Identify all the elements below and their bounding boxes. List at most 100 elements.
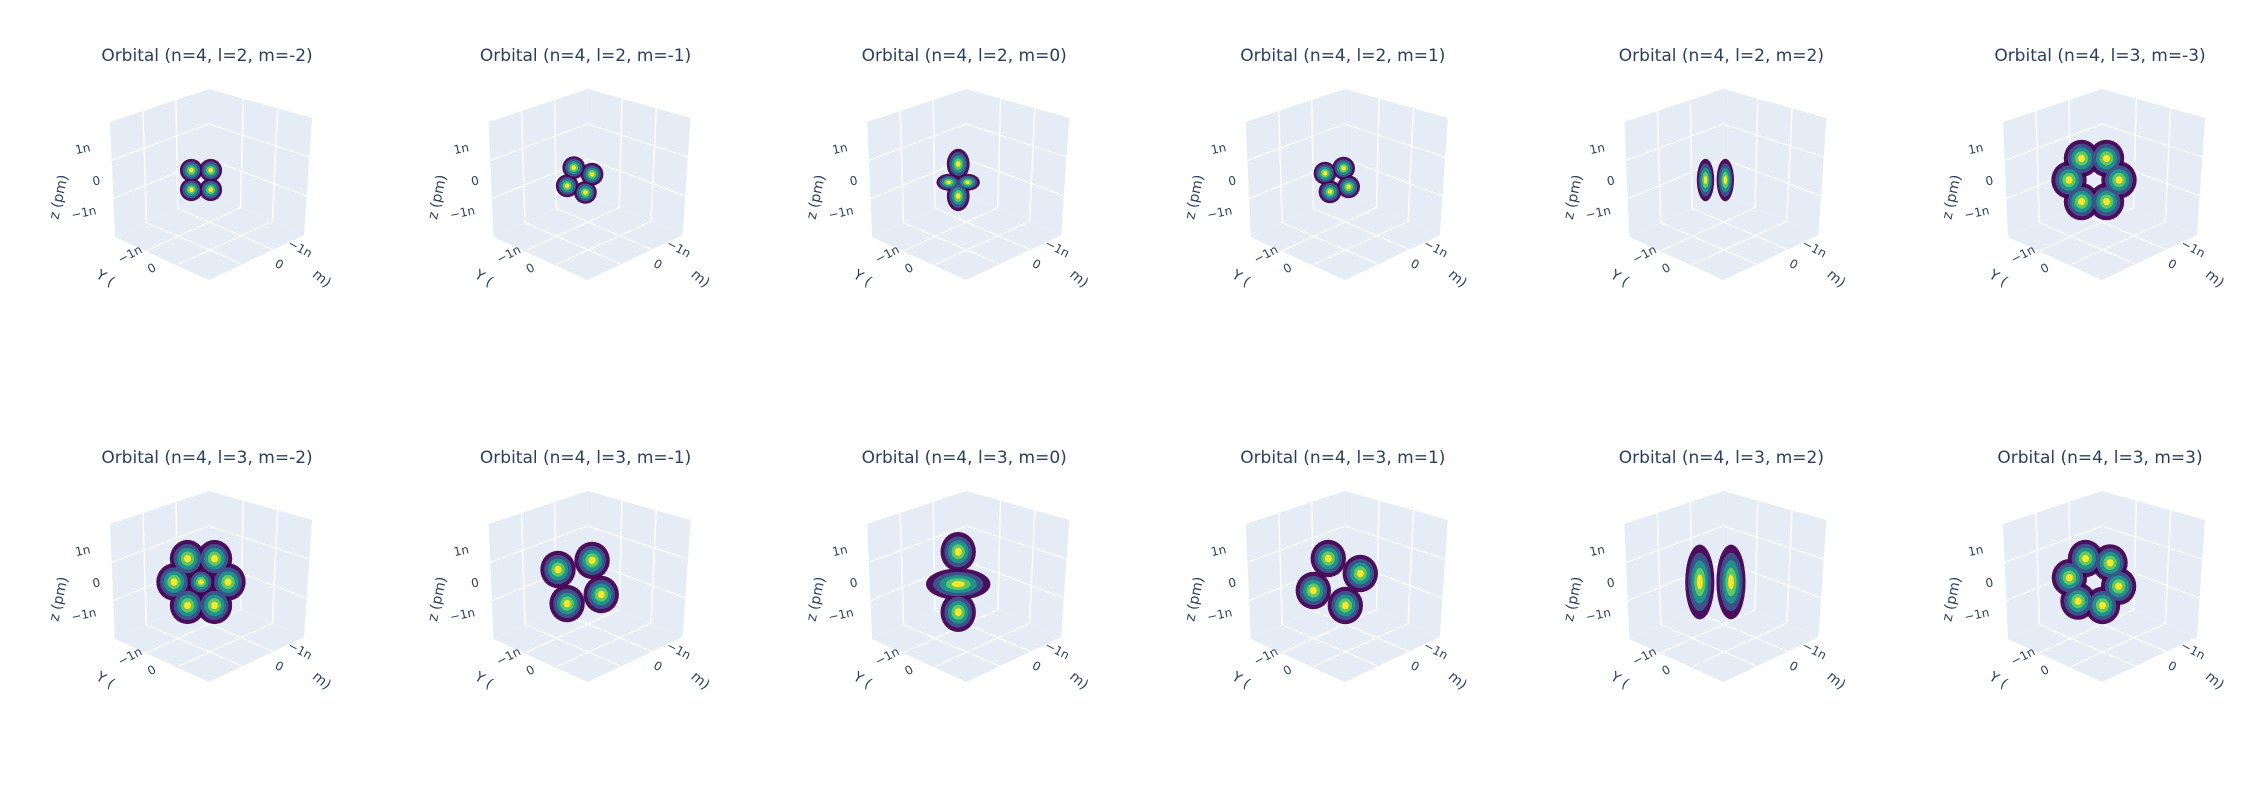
orbital-lobe [951, 581, 965, 588]
orbital-isosurface [1295, 539, 1378, 625]
z-tick-label: 0 [1984, 575, 1994, 590]
scene-wall-right [209, 491, 312, 637]
z-tick-label: 0 [1606, 575, 1616, 590]
grid-line [524, 222, 621, 265]
grid-line [2071, 220, 2166, 265]
grid-line [1028, 108, 1036, 222]
grid-line [1692, 622, 1788, 667]
orbital-lobe [208, 168, 213, 173]
orbital-lobe [2103, 154, 2110, 163]
z-tick-label: −1n [70, 203, 98, 222]
orbital-isosurface [1313, 156, 1360, 204]
grid-line [903, 624, 999, 667]
z-tick-label: −1n [1584, 203, 1612, 222]
orbital-lobe [2082, 554, 2089, 563]
grid-line [240, 98, 244, 208]
scene-floor [1629, 194, 1819, 280]
z-tick-label: −1n [70, 605, 98, 624]
orbital-lobe [2065, 176, 2073, 184]
grid-line [965, 158, 1065, 197]
subplot-title: Orbital (n=4, l=3, m=-2) [101, 448, 312, 468]
grid-line [178, 622, 273, 667]
orbital-lobe [571, 165, 577, 170]
orbital-lobe [954, 608, 962, 617]
grid-line [1311, 99, 1315, 209]
scene-floor [872, 194, 1062, 280]
grid-line [587, 158, 686, 197]
grid-line [1723, 158, 1822, 197]
scene-wall-left [867, 491, 967, 639]
grid-line [965, 525, 1067, 560]
subplot-title: Orbital (n=4, l=2, m=2) [1619, 46, 1824, 66]
subplot-title: Orbital (n=4, l=2, m=0) [862, 46, 1067, 66]
scene-floor [2008, 194, 2197, 280]
orbital-lobe [1309, 586, 1317, 595]
scene-wall-right [1344, 491, 1448, 637]
grid-line [2004, 525, 2103, 563]
orbital-lobe [554, 565, 562, 574]
orbital-lobe [189, 168, 194, 173]
subplot-grid: Orbital (n=4, l=2, m=-2)1n0−1n−1n0−1n0z … [47, 46, 2227, 693]
subplot-2: Orbital (n=4, l=2, m=-1)1n0−1n−1n0−1n0z … [425, 46, 712, 291]
grid-line [587, 525, 689, 560]
subplot-title: Orbital (n=4, l=3, m=-3) [1994, 46, 2205, 66]
grid-line [1313, 220, 1409, 265]
orbital-isosurface [2051, 139, 2137, 221]
grid-line [618, 500, 623, 610]
grid-line [587, 123, 689, 158]
orbital-lobe [965, 180, 971, 184]
orbital-lobe [2065, 574, 2073, 582]
grid-line [1691, 207, 1788, 250]
z-tick-label: −1n [1206, 203, 1234, 222]
grid-line [556, 207, 652, 250]
z-tick-label: 1n [1967, 542, 1985, 559]
z-tick-label: 0 [1227, 575, 1237, 590]
subplot-1: Orbital (n=4, l=2, m=-2)1n0−1n−1n0−1n0z … [47, 46, 334, 291]
grid-line [868, 123, 967, 161]
grid-line [208, 158, 307, 197]
orbital-lobe [588, 556, 596, 565]
z-tick-label: 1n [1210, 140, 1228, 157]
grid-line [175, 99, 179, 209]
z-tick-label: 1n [452, 542, 470, 559]
orbital-isosurface [1685, 544, 1746, 620]
orbital-lobe [1723, 175, 1727, 185]
grid-line [1375, 98, 1380, 208]
orbital-isosurface [926, 532, 991, 632]
grid-line [2101, 123, 2203, 158]
grid-line [935, 622, 1030, 667]
grid-line [1754, 98, 1759, 208]
z-tick-label: −1n [1206, 605, 1234, 624]
orbital-lobe [184, 554, 191, 563]
z-tick-label: 1n [74, 140, 92, 157]
grid-line [1691, 609, 1788, 652]
scene-wall-right [966, 89, 1070, 235]
z-tick-label: 0 [91, 575, 101, 590]
orbital-lobe [211, 601, 218, 610]
grid-line [650, 108, 657, 222]
grid-line [1313, 622, 1409, 667]
grid-line [208, 123, 310, 158]
grid-line [1344, 525, 1446, 560]
grid-line [2039, 609, 2134, 654]
z-tick-label: 1n [1588, 542, 1606, 559]
grid-line [490, 525, 588, 563]
grid-line [1344, 158, 1443, 197]
subplot-title: Orbital (n=4, l=3, m=3) [1997, 448, 2202, 468]
grid-line [903, 207, 999, 252]
z-tick-label: −1n [1963, 203, 1991, 222]
orbital-lobe [1703, 175, 1708, 185]
subplot-7: Orbital (n=4, l=3, m=-2)1n0−1n−1n0−1n0z … [47, 448, 334, 693]
grid-line [899, 512, 905, 625]
grid-line [177, 207, 273, 250]
scene-wall-right [1344, 89, 1448, 235]
orbital-lobe [1341, 165, 1346, 171]
orbital-lobe [1346, 184, 1351, 190]
orbital-isosurface [1696, 158, 1734, 202]
grid-line [1313, 609, 1409, 652]
subplot-6: Orbital (n=4, l=3, m=-3)1n0−1n−1n0−1n0z … [1940, 46, 2227, 291]
grid-line [271, 108, 279, 222]
